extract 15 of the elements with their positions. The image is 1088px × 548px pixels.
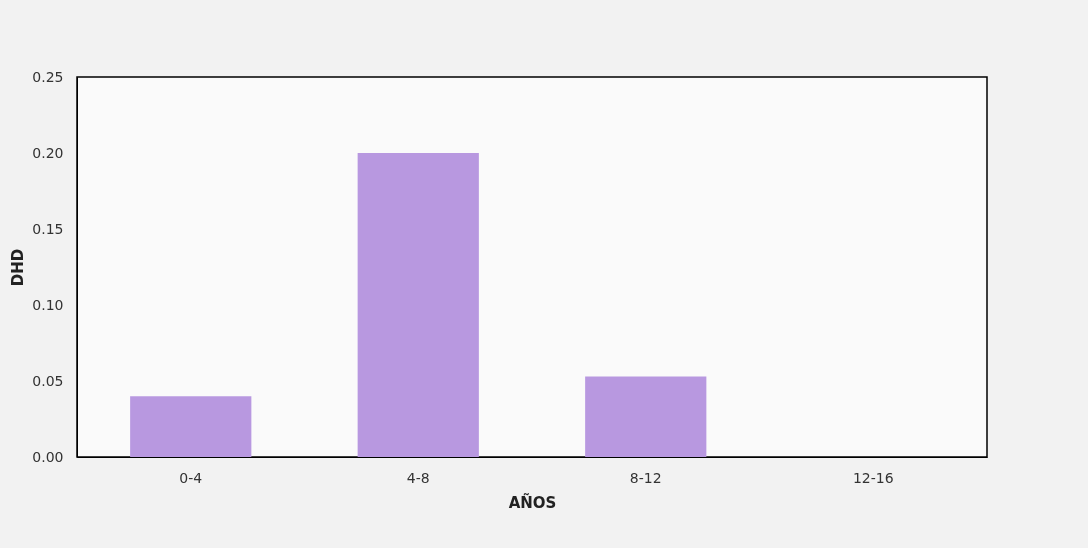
x-tick-label: 12-16: [852, 469, 894, 486]
bar: [585, 376, 707, 457]
y-tick-label: 0.00: [32, 448, 64, 465]
y-tick-label: 0.15: [32, 220, 64, 237]
x-tick-label: 8-12: [629, 469, 662, 486]
y-tick-label: 0.25: [32, 68, 64, 85]
bar: [357, 153, 479, 457]
y-tick-label: 0.20: [32, 144, 64, 161]
y-axis-title: DHD: [9, 248, 28, 287]
y-tick-label: 0.10: [32, 296, 64, 313]
x-tick-label: 0-4: [179, 469, 203, 486]
x-axis-title: AÑOS: [508, 492, 557, 512]
x-tick-label: 4-8: [406, 469, 430, 486]
bar: [130, 396, 252, 457]
y-tick-label: 0.05: [32, 372, 64, 389]
